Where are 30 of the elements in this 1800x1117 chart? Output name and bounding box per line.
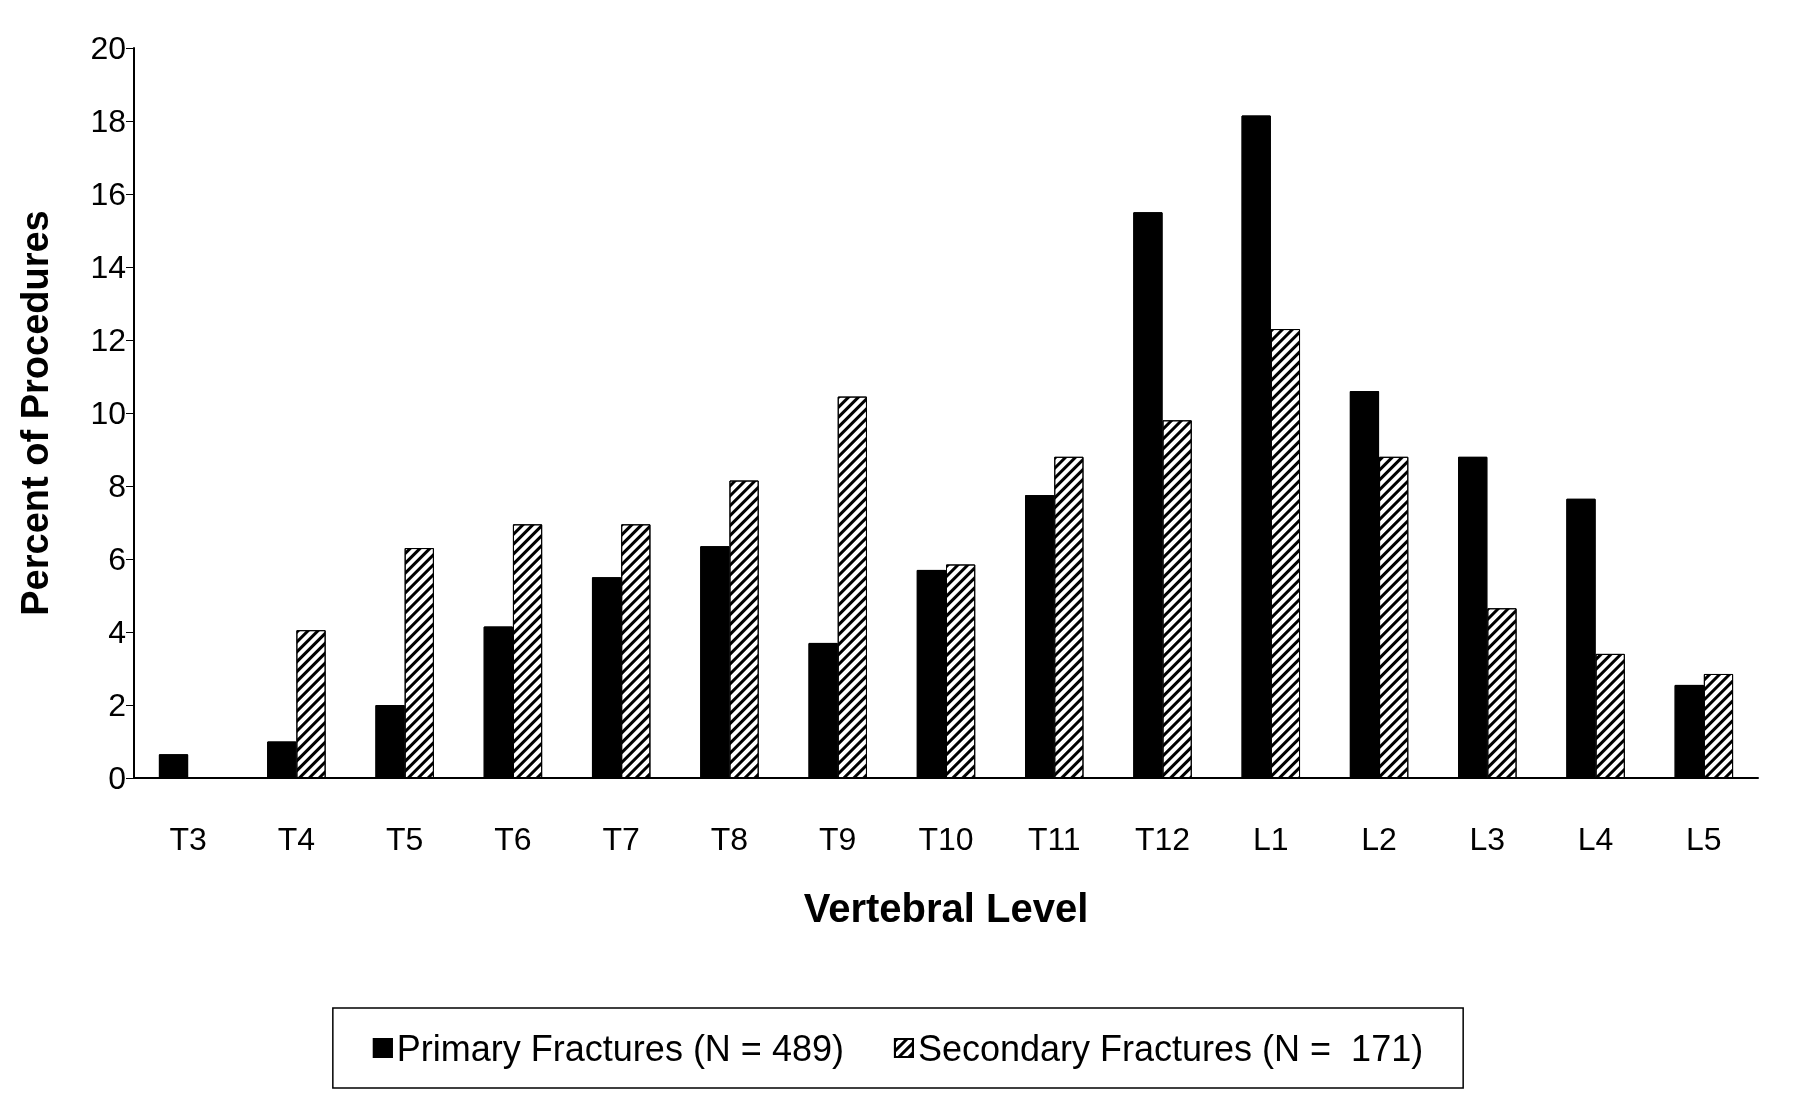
y-tick-label: 2	[108, 687, 126, 723]
y-tick-label: 8	[108, 468, 126, 504]
x-tick-label: T4	[277, 821, 316, 857]
x-tick-label: L1	[1253, 821, 1289, 857]
y-tick-label: 18	[90, 103, 126, 139]
x-tick-label: T11	[1027, 821, 1081, 857]
y-axis-title: Percent of Procedures	[14, 210, 56, 616]
x-axis-title: Vertebral Level	[803, 886, 1089, 930]
x-tick-label: T5	[385, 821, 424, 857]
y-tick-label: 12	[90, 322, 126, 358]
x-tick-label: L2	[1361, 821, 1397, 857]
x-tick-label: T3	[169, 821, 207, 857]
x-tick-label: L5	[1686, 821, 1722, 857]
y-tick-label: 16	[90, 176, 126, 212]
y-tick-label: 4	[108, 614, 126, 650]
y-tick-label: 14	[90, 249, 126, 285]
x-tick-label: L4	[1577, 821, 1614, 857]
x-tick-label: T12	[1134, 821, 1191, 857]
y-tick-label: 0	[108, 760, 126, 796]
x-tick-label: T8	[710, 821, 749, 857]
x-tick-label: T6	[494, 821, 532, 857]
x-tick-label: T9	[819, 821, 857, 857]
x-tick-label: L3	[1469, 821, 1506, 857]
y-tick-label: 6	[108, 541, 126, 577]
y-tick-label: 20	[90, 30, 126, 66]
y-tick-label: 10	[90, 395, 126, 431]
x-tick-label: T10	[918, 821, 974, 857]
legend-label: Secondary Fractures (N = 171)	[917, 1027, 1424, 1069]
legend-label: Primary Fractures (N = 489)	[396, 1027, 844, 1069]
x-tick-label: T7	[602, 821, 640, 857]
